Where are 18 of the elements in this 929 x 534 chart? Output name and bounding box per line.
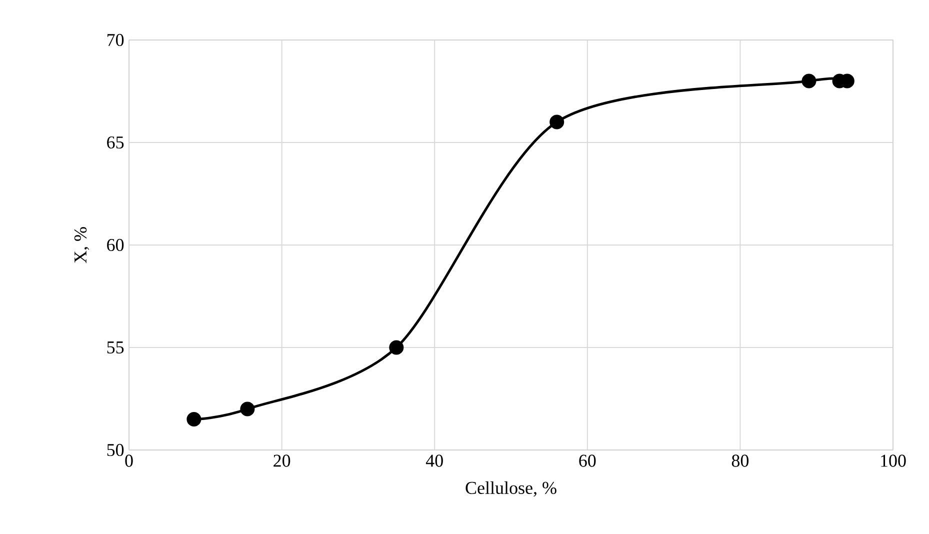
x-tick-label: 60 [579, 454, 596, 467]
y-tick-label: 65 [107, 136, 124, 149]
y-tick-label: 50 [107, 444, 124, 456]
x-axis-title: Cellulose, % [466, 481, 556, 497]
y-tick-label: 60 [107, 238, 124, 252]
point [802, 74, 816, 88]
x-tick-label: 80 [732, 454, 749, 467]
point [389, 340, 404, 355]
y-tick-label: 70 [107, 34, 124, 46]
y-tick-label: 55 [107, 342, 124, 354]
x-tick-label: 20 [274, 454, 290, 467]
x-tick-label: 40 [426, 454, 443, 467]
x-tick-label: 0 [125, 454, 133, 467]
y-axis-title: X, % [74, 227, 90, 264]
point [186, 412, 202, 427]
x-tick-label: 100 [881, 454, 906, 467]
point [550, 114, 564, 130]
point [240, 402, 255, 416]
